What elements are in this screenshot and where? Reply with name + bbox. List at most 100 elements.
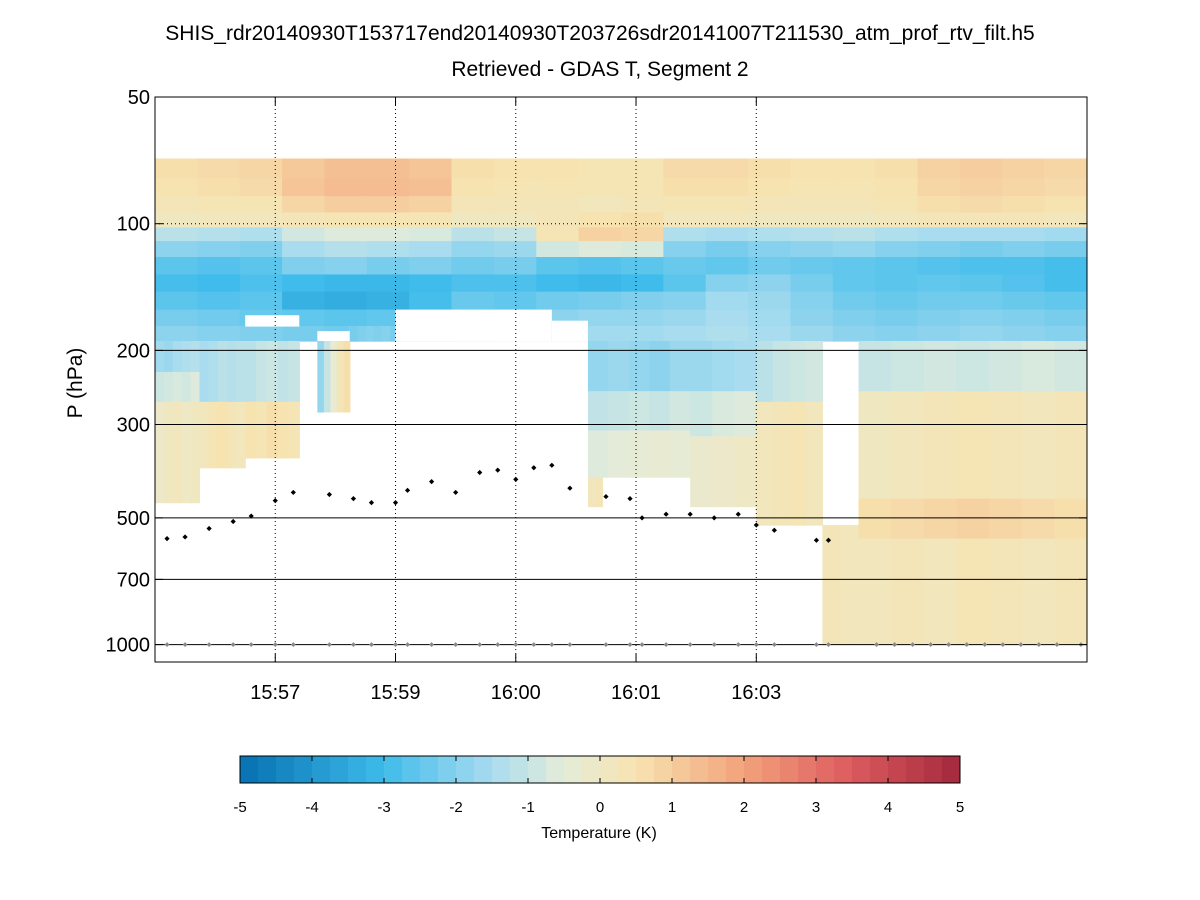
- heatmap-cell: [536, 241, 580, 258]
- heatmap-field: [155, 158, 1087, 646]
- heatmap-cell: [282, 196, 326, 213]
- heatmap-cell: [288, 341, 300, 403]
- heatmap-cell: [628, 391, 650, 432]
- data-marker: [392, 500, 399, 506]
- heatmap-cell: [208, 401, 219, 469]
- colorbar: -5 -4 -3 -2 -1 0 1 2 3 4 5: [233, 755, 964, 816]
- missing-data-region: [395, 309, 552, 342]
- heatmap-cell: [875, 178, 919, 197]
- heatmap-cell: [875, 309, 919, 327]
- heatmap-cell: [790, 196, 834, 213]
- heatmap-cell: [163, 401, 174, 504]
- heatmap-cell: [917, 274, 961, 293]
- heatmap-cell: [923, 391, 958, 500]
- surface-marker: [771, 642, 777, 647]
- heatmap-cell: [917, 309, 961, 327]
- data-marker: [813, 537, 820, 543]
- data-marker: [687, 511, 693, 517]
- heatmap-cell: [959, 241, 1003, 258]
- heatmap-cell: [155, 227, 198, 242]
- colorbar-step: [546, 756, 565, 783]
- heatmap-cell: [282, 325, 326, 342]
- heatmap-cell: [891, 498, 925, 540]
- heatmap-cell: [875, 158, 919, 179]
- heatmap-cell: [805, 341, 824, 403]
- heatmap-cell: [1021, 341, 1055, 392]
- heatmap-cell: [858, 538, 892, 646]
- heatmap-cell: [181, 341, 192, 373]
- heatmap-cell: [155, 309, 198, 327]
- heatmap-cell: [663, 196, 707, 213]
- heatmap-cell: [1044, 309, 1087, 327]
- colorbar-step: [942, 756, 961, 783]
- heatmap-cell: [621, 257, 664, 276]
- heatmap-cell: [366, 158, 410, 179]
- data-marker: [290, 489, 296, 496]
- heatmap-cell: [734, 391, 757, 437]
- colorbar-step: [438, 756, 457, 783]
- colorbar-step: [564, 756, 583, 783]
- heatmap-cell: [923, 538, 958, 646]
- surface-marker: [495, 642, 501, 647]
- heatmap-cell: [1044, 196, 1087, 213]
- heatmap-cell: [663, 241, 707, 258]
- data-marker: [567, 485, 573, 491]
- heatmap-cell: [451, 241, 495, 258]
- heatmap-cell: [621, 158, 664, 179]
- heatmap-cell: [748, 257, 792, 276]
- colorbar-step: [240, 756, 259, 783]
- heatmap-cell: [181, 401, 192, 504]
- heatmap-cell: [190, 401, 201, 504]
- heatmap-cell: [789, 401, 807, 526]
- heatmap-cell: [155, 274, 198, 293]
- surface-marker: [735, 642, 741, 647]
- heatmap-cell: [790, 241, 834, 258]
- x-tick-label: 16:00: [491, 682, 541, 704]
- heatmap-cell: [608, 430, 630, 478]
- heatmap-cell: [578, 178, 622, 197]
- heatmap-cell: [959, 274, 1003, 293]
- y-tick-label: 100: [117, 214, 150, 236]
- colorbar-step: [744, 756, 763, 783]
- heatmap-cell: [621, 291, 664, 311]
- heatmap-cell: [1044, 241, 1087, 258]
- heatmap-cell: [536, 227, 580, 242]
- heatmap-cell: [239, 241, 283, 258]
- heatmap-cell: [712, 341, 735, 392]
- heatmap-cell: [317, 341, 325, 413]
- heatmap-cell: [245, 341, 257, 403]
- x-tick-label: 16:01: [611, 682, 661, 704]
- heatmap-cell: [1044, 291, 1087, 311]
- heatmap-cell: [748, 158, 792, 179]
- heatmap-cell: [239, 196, 283, 213]
- data-marker: [248, 513, 254, 519]
- heatmap-cell: [366, 274, 410, 293]
- heatmap-cell: [917, 178, 961, 197]
- heatmap-cell: [663, 227, 707, 242]
- heatmap-cell: [832, 309, 876, 327]
- heatmap-cell: [1054, 538, 1087, 646]
- heatmap-cell: [858, 498, 892, 540]
- heatmap-cell: [790, 309, 834, 327]
- heatmap-cell: [349, 325, 359, 342]
- heatmap-cell: [239, 325, 283, 342]
- heatmap-cell: [239, 212, 283, 228]
- colorbar-step: [852, 756, 871, 783]
- heatmap-cell: [324, 227, 368, 242]
- heatmap-cell: [690, 436, 713, 508]
- surface-marker: [248, 642, 254, 647]
- heatmap-cell: [236, 341, 246, 403]
- surface-marker: [687, 642, 693, 647]
- colorbar-tick-label: -4: [305, 799, 318, 816]
- data-marker: [453, 489, 459, 496]
- heatmap-cell: [366, 227, 410, 242]
- surface-marker: [826, 642, 831, 647]
- heatmap-cell: [705, 178, 749, 197]
- heatmap-cell: [822, 525, 842, 646]
- surface-marker: [206, 642, 212, 647]
- heatmap-cell: [282, 257, 326, 276]
- heatmap-cell: [956, 341, 990, 392]
- colorbar-step: [888, 756, 907, 783]
- plot-frame: [154, 96, 1088, 663]
